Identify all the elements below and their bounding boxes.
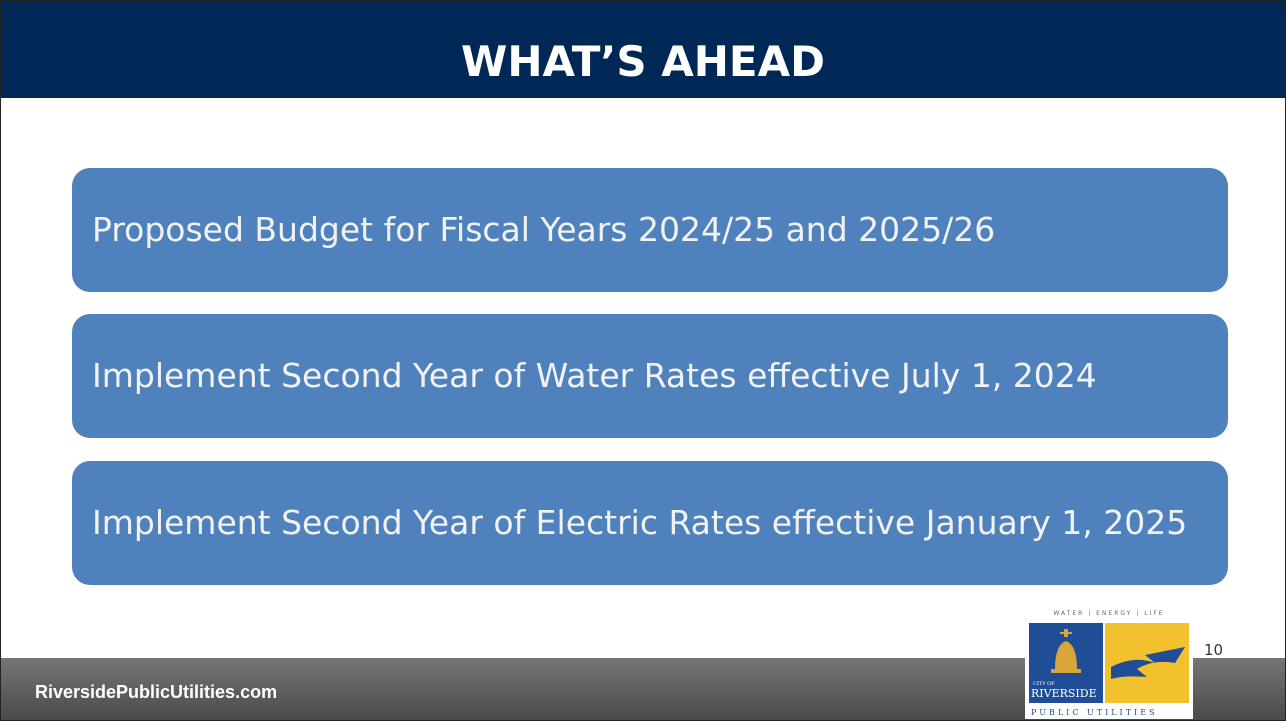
header-band	[1, 1, 1285, 98]
logo-name: PUBLIC UTILITIES	[1031, 708, 1158, 717]
logo-tagline: WATER | ENERGY | LIFE	[1053, 610, 1164, 617]
item-text: Implement Second Year of Electric Rates …	[92, 503, 1188, 542]
item-box: Implement Second Year of Electric Rates …	[72, 461, 1228, 585]
slide-title: WHAT’S AHEAD	[461, 37, 825, 86]
item-box: Implement Second Year of Water Rates eff…	[72, 314, 1228, 438]
item-text: Proposed Budget for Fiscal Years 2024/25…	[92, 210, 996, 249]
logo-wave	[1111, 647, 1185, 679]
footer-website: RiversidePublicUtilities.com	[35, 682, 278, 702]
item-text: Implement Second Year of Water Rates eff…	[92, 356, 1097, 395]
logo-city-of: CITY OF	[1033, 681, 1055, 687]
page-number: 10	[1204, 641, 1224, 659]
logo-bell-base	[1051, 669, 1081, 673]
logo-cross	[1060, 629, 1072, 637]
logo: WATER | ENERGY | LIFE CITY OF RIVERSIDE …	[1025, 610, 1193, 719]
logo-city: RIVERSIDE	[1031, 687, 1097, 700]
logo-bell	[1055, 641, 1077, 669]
item-box: Proposed Budget for Fiscal Years 2024/25…	[72, 168, 1228, 292]
